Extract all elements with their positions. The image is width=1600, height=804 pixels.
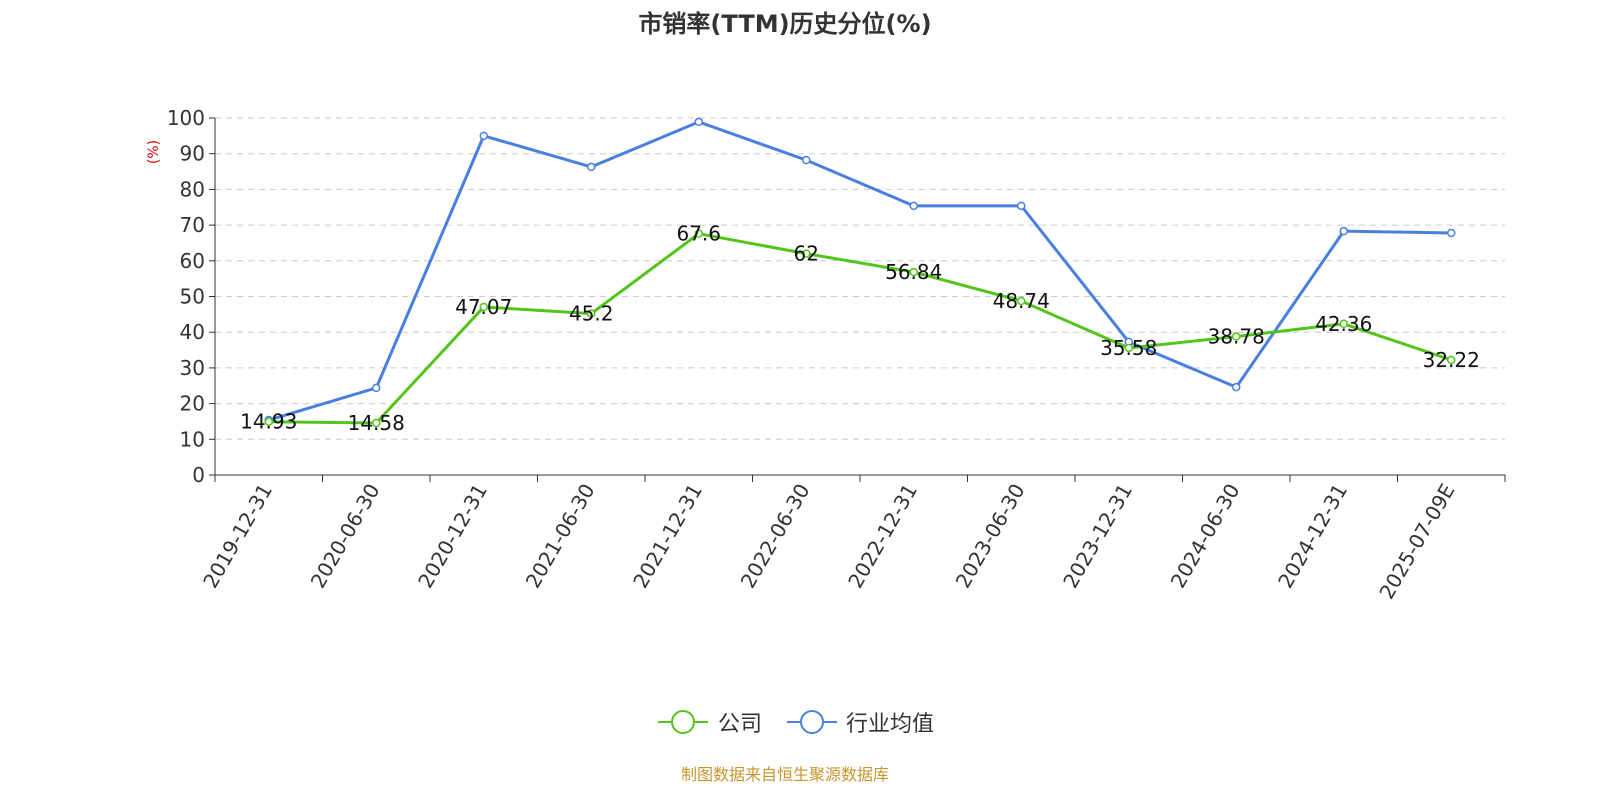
y-tick-label: 60 — [180, 249, 205, 273]
data-point — [1339, 319, 1348, 329]
data-point — [802, 249, 811, 258]
data-point — [372, 418, 381, 428]
legend-item-company[interactable]: 公司 — [658, 710, 762, 737]
x-tick-label: 2019-12-31 — [198, 480, 277, 593]
data-point — [909, 267, 918, 277]
x-tick-label: 2020-12-31 — [413, 480, 492, 593]
data-label: 48.74 — [993, 289, 1050, 313]
data-label: 32.22 — [1423, 348, 1480, 372]
data-point — [1447, 228, 1456, 238]
data-label: 56.84 — [885, 260, 942, 284]
data-point — [1232, 332, 1241, 341]
legend-company-label: 公司 — [718, 712, 762, 737]
data-point — [1232, 382, 1241, 392]
y-tick-label: 50 — [180, 285, 205, 309]
data-point — [1124, 343, 1133, 353]
x-tick-label: 2022-12-31 — [843, 480, 922, 593]
data-label: 67.6 — [676, 222, 721, 246]
data-point — [694, 229, 703, 238]
series-line-industry — [268, 120, 1452, 422]
chart-title: 市销率(TTM)历史分位(%) — [638, 10, 931, 38]
legend: 公司 行业均值 — [658, 710, 934, 737]
data-label: 42.36 — [1315, 312, 1372, 336]
x-tick-label: 2023-12-31 — [1058, 480, 1137, 593]
data-point — [694, 117, 703, 127]
data-point — [587, 309, 596, 318]
data-point — [1447, 355, 1456, 365]
y-tick-label: 20 — [180, 392, 205, 416]
data-point — [264, 417, 273, 426]
data-point — [479, 302, 488, 312]
legend-company-icon — [671, 710, 695, 734]
data-point — [372, 383, 381, 393]
x-tick-label: 2024-06-30 — [1166, 480, 1245, 593]
legend-item-industry[interactable]: 行业均值 — [787, 710, 934, 737]
data-point — [802, 155, 811, 165]
y-tick-label: 100 — [167, 106, 205, 130]
data-point — [1339, 226, 1348, 236]
data-point — [479, 131, 488, 141]
x-tick-label: 2022-06-30 — [736, 480, 815, 593]
y-axis-label: (%) — [146, 140, 162, 164]
data-point — [587, 162, 596, 172]
data-point — [1017, 296, 1026, 306]
x-tick-label: 2020-06-30 — [306, 480, 385, 593]
x-tick-label: 2021-06-30 — [521, 480, 600, 593]
x-tick-label: 2024-12-31 — [1273, 480, 1352, 593]
y-tick-label: 40 — [180, 320, 205, 344]
x-tick-label: 2021-12-31 — [628, 480, 707, 593]
x-tick-label: 2025-07-09E — [1374, 480, 1459, 604]
series-line-company — [268, 232, 1452, 425]
data-point — [909, 201, 918, 211]
data-label: 14.93 — [240, 410, 297, 434]
data-label: 35.58 — [1100, 336, 1157, 360]
legend-industry-label: 行业均值 — [846, 712, 934, 737]
y-tick-label: 30 — [180, 356, 205, 380]
data-label: 62 — [794, 242, 819, 266]
y-tick-label: 0 — [192, 463, 205, 487]
legend-industry-icon — [800, 710, 824, 734]
data-label: 45.2 — [569, 302, 614, 326]
source-note: 制图数据来自恒生聚源数据库 — [681, 765, 889, 784]
data-label: 14.58 — [348, 411, 405, 435]
data-label: 47.07 — [455, 295, 512, 319]
data-point — [1017, 201, 1026, 211]
y-tick-label: 10 — [180, 427, 205, 451]
y-tick-label: 70 — [180, 213, 205, 237]
data-label: 38.78 — [1208, 325, 1265, 349]
y-tick-label: 90 — [180, 142, 205, 166]
y-tick-label: 80 — [180, 177, 205, 201]
x-tick-label: 2023-06-30 — [951, 480, 1030, 593]
